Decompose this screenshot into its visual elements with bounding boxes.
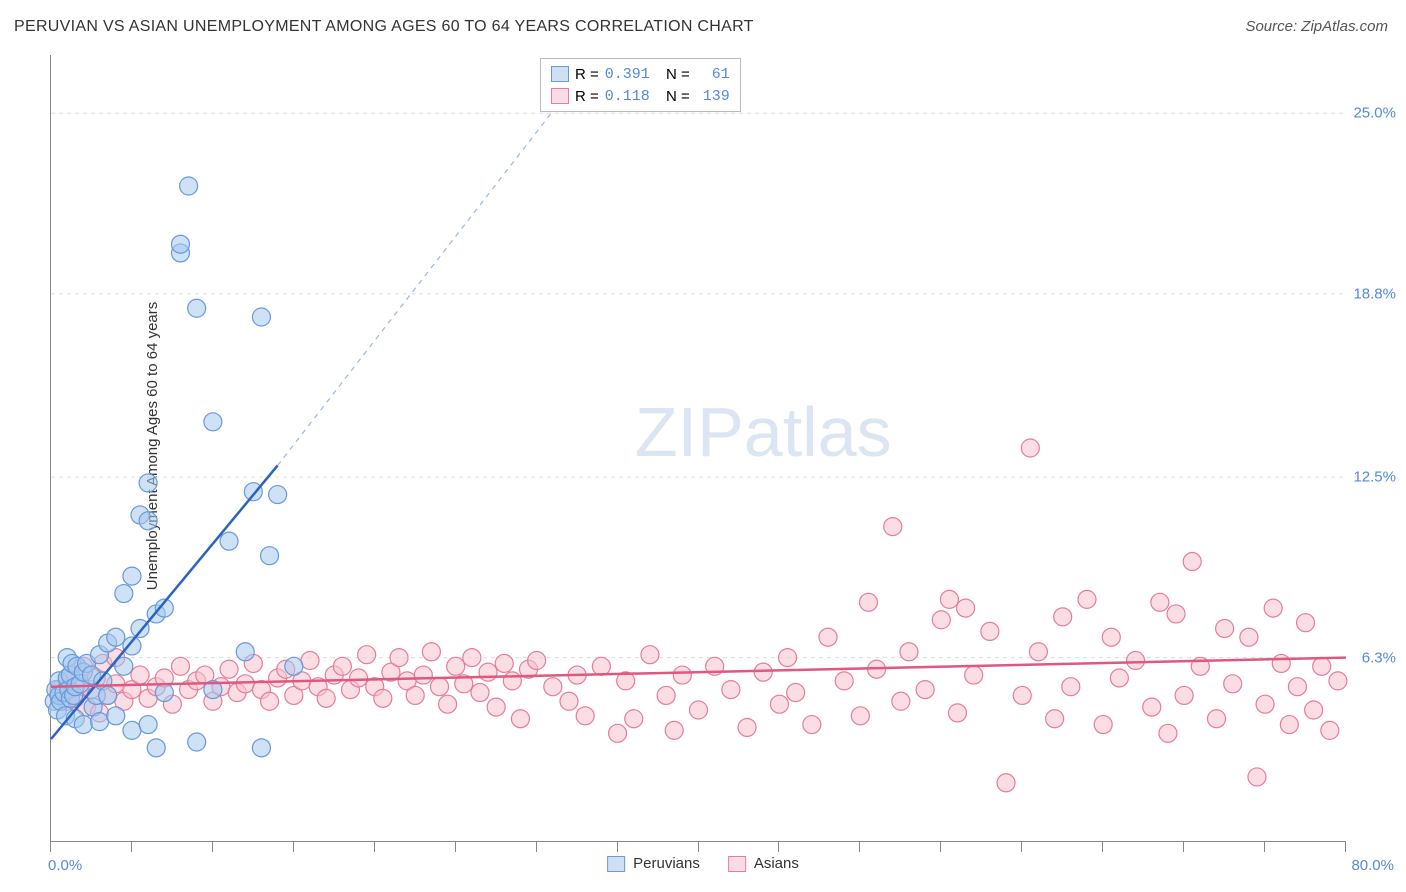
y-tick-label: 12.5% — [1353, 469, 1396, 486]
x-tick — [940, 842, 941, 852]
x-tick — [1102, 842, 1103, 852]
x-tick — [536, 842, 537, 852]
x-tick — [131, 842, 132, 852]
x-tick — [1345, 842, 1346, 852]
swatch-asians — [551, 88, 569, 104]
x-tick — [1183, 842, 1184, 852]
y-tick-label: 6.3% — [1362, 649, 1396, 666]
swatch-asians — [728, 856, 746, 872]
stats-legend-box: R = 0.391 N = 61 R = 0.118 N = 139 — [540, 58, 741, 112]
legend-item-peruvians: Peruvians — [607, 855, 700, 872]
y-tick-label: 18.8% — [1353, 285, 1396, 302]
x-tick — [778, 842, 779, 852]
x-tick — [617, 842, 618, 852]
scatter-svg — [51, 55, 1346, 841]
x-tick — [1021, 842, 1022, 852]
x-tick — [698, 842, 699, 852]
chart-title: PERUVIAN VS ASIAN UNEMPLOYMENT AMONG AGE… — [14, 18, 754, 36]
y-tick-label: 25.0% — [1353, 105, 1396, 122]
legend-item-asians: Asians — [728, 855, 799, 872]
swatch-peruvians — [551, 66, 569, 82]
x-tick — [293, 842, 294, 852]
x-tick — [455, 842, 456, 852]
x-tick — [212, 842, 213, 852]
swatch-peruvians — [607, 856, 625, 872]
x-tick — [1264, 842, 1265, 852]
x-tick — [374, 842, 375, 852]
stats-row-peruvians: R = 0.391 N = 61 — [551, 63, 730, 85]
x-tick — [50, 842, 51, 852]
x-max-label: 80.0% — [1351, 857, 1394, 874]
stats-row-asians: R = 0.118 N = 139 — [551, 85, 730, 107]
plot-area: ZIPatlas — [50, 55, 1346, 842]
correlation-chart: PERUVIAN VS ASIAN UNEMPLOYMENT AMONG AGE… — [0, 0, 1406, 892]
x-tick — [859, 842, 860, 852]
bottom-legend: Peruvians Asians — [607, 855, 799, 872]
source-credit: Source: ZipAtlas.com — [1245, 18, 1388, 35]
x-min-label: 0.0% — [48, 857, 82, 874]
